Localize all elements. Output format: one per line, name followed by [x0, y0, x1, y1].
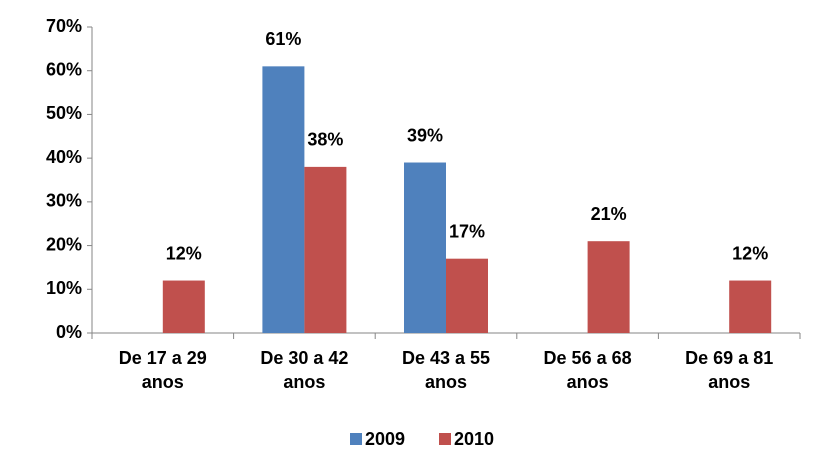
bar [587, 241, 630, 333]
data-label: 12% [166, 243, 202, 263]
x-tick-label: De 30 a 42 anos [260, 348, 348, 392]
y-tick-label: 20% [46, 234, 82, 254]
legend-label: 2010 [454, 429, 494, 449]
legend-swatch [350, 433, 362, 445]
y-tick-label: 10% [46, 278, 82, 298]
data-label: 38% [307, 130, 343, 150]
bar [729, 280, 772, 333]
bar [162, 280, 205, 333]
y-tick-label: 60% [46, 59, 82, 79]
y-tick-label: 50% [46, 103, 82, 123]
y-tick-label: 30% [46, 191, 82, 211]
y-tick-label: 40% [46, 147, 82, 167]
data-label: 21% [591, 204, 627, 224]
bar [262, 66, 305, 333]
x-tick-label: De 43 a 55 anos [402, 348, 490, 392]
data-label: 61% [265, 29, 301, 49]
bar [404, 162, 446, 333]
x-tick-label: De 56 a 68 anos [544, 348, 632, 392]
bar [446, 258, 488, 333]
x-tick-label: De 69 a 81 anos [685, 348, 773, 392]
y-tick-label: 0% [56, 322, 82, 342]
data-label: 17% [449, 221, 485, 241]
bar [304, 166, 347, 333]
legend-label: 2009 [365, 429, 405, 449]
data-label: 12% [732, 243, 768, 263]
legend-swatch [439, 433, 451, 445]
data-label: 39% [407, 125, 443, 145]
x-tick-label: De 17 a 29 anos [119, 348, 207, 392]
y-tick-label: 70% [46, 16, 82, 36]
